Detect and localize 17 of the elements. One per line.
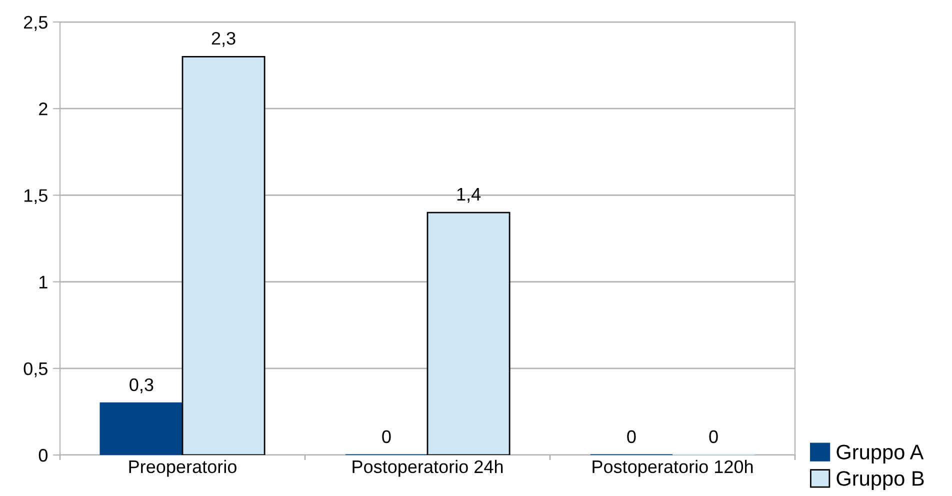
y-tick-label: 2 [39, 102, 48, 116]
x-tick-label: Preoperatorio [129, 460, 236, 477]
x-tick-label: Postoperatorio 24h [352, 460, 503, 477]
y-tick-label: 2,5 [24, 16, 48, 31]
data-label: 0 [382, 430, 391, 444]
data-label: 0,3 [130, 378, 154, 394]
legend-label: Gruppo B [836, 471, 924, 490]
data-label: 1,4 [457, 188, 481, 203]
legend-label: Gruppo A [836, 444, 924, 464]
y-tick-label: 1,5 [24, 189, 48, 204]
y-tick-label: 0 [38, 448, 48, 462]
data-label: 0 [709, 430, 718, 444]
y-tick-label: 1 [40, 276, 48, 288]
data-label: 2,3 [212, 32, 236, 47]
y-tick-label: 0,5 [24, 362, 48, 378]
x-tick-label: Postoperatorio 120h [592, 460, 753, 477]
data-label: 0 [627, 430, 636, 444]
